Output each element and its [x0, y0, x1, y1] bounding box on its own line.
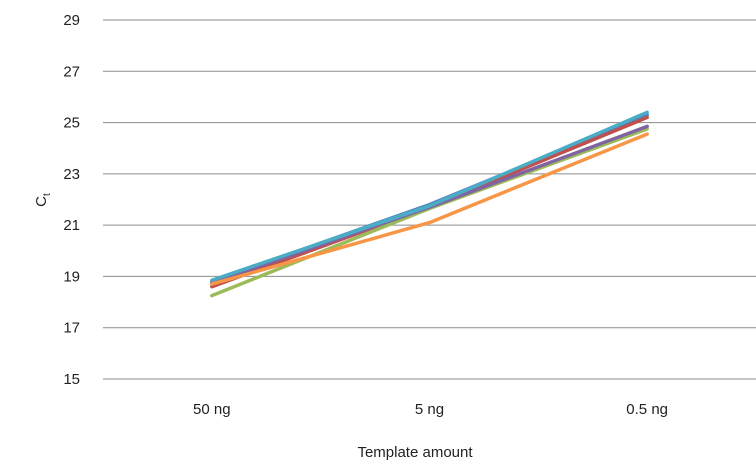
y-axis-title-main: C — [33, 196, 50, 207]
y-axis-ticks: 15 17 19 21 23 25 27 29 — [63, 12, 80, 388]
y-tick-label: 19 — [63, 268, 80, 285]
y-tick-label: 29 — [63, 12, 80, 29]
series-line-3 — [210, 127, 649, 298]
x-axis-title: Template amount — [357, 444, 473, 461]
y-axis-title: Ct — [33, 193, 53, 207]
y-tick-label: 25 — [63, 115, 80, 132]
y-tick-label: 15 — [63, 371, 80, 388]
y-tick-label: 23 — [63, 166, 80, 183]
y-tick-label: 27 — [63, 63, 80, 80]
y-tick-label: 21 — [63, 217, 80, 234]
x-tick-label: 50 ng — [193, 401, 231, 418]
x-tick-label: 0.5 ng — [626, 401, 668, 418]
x-tick-label: 5 ng — [415, 401, 444, 418]
series-line-5 — [210, 110, 649, 283]
x-axis-ticks: 50 ng 5 ng 0.5 ng — [193, 401, 668, 418]
y-axis-title-sub: t — [42, 193, 53, 196]
series-line-6 — [210, 132, 649, 286]
y-tick-label: 17 — [63, 320, 80, 337]
series-lines — [210, 110, 649, 298]
gridlines — [103, 19, 756, 380]
